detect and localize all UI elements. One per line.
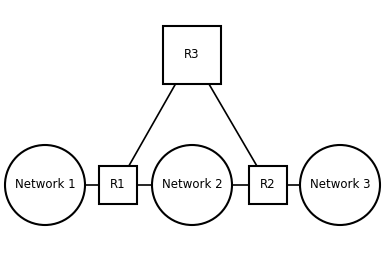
Text: Network 2: Network 2 bbox=[162, 178, 222, 191]
Circle shape bbox=[5, 145, 85, 225]
Text: Network 1: Network 1 bbox=[15, 178, 75, 191]
Bar bbox=[163, 26, 221, 84]
Text: R1: R1 bbox=[110, 178, 126, 191]
Text: R2: R2 bbox=[260, 178, 276, 191]
Circle shape bbox=[300, 145, 380, 225]
Text: Network 3: Network 3 bbox=[310, 178, 370, 191]
Text: R3: R3 bbox=[184, 48, 200, 61]
Bar bbox=[249, 166, 287, 204]
Bar bbox=[99, 166, 137, 204]
Circle shape bbox=[152, 145, 232, 225]
